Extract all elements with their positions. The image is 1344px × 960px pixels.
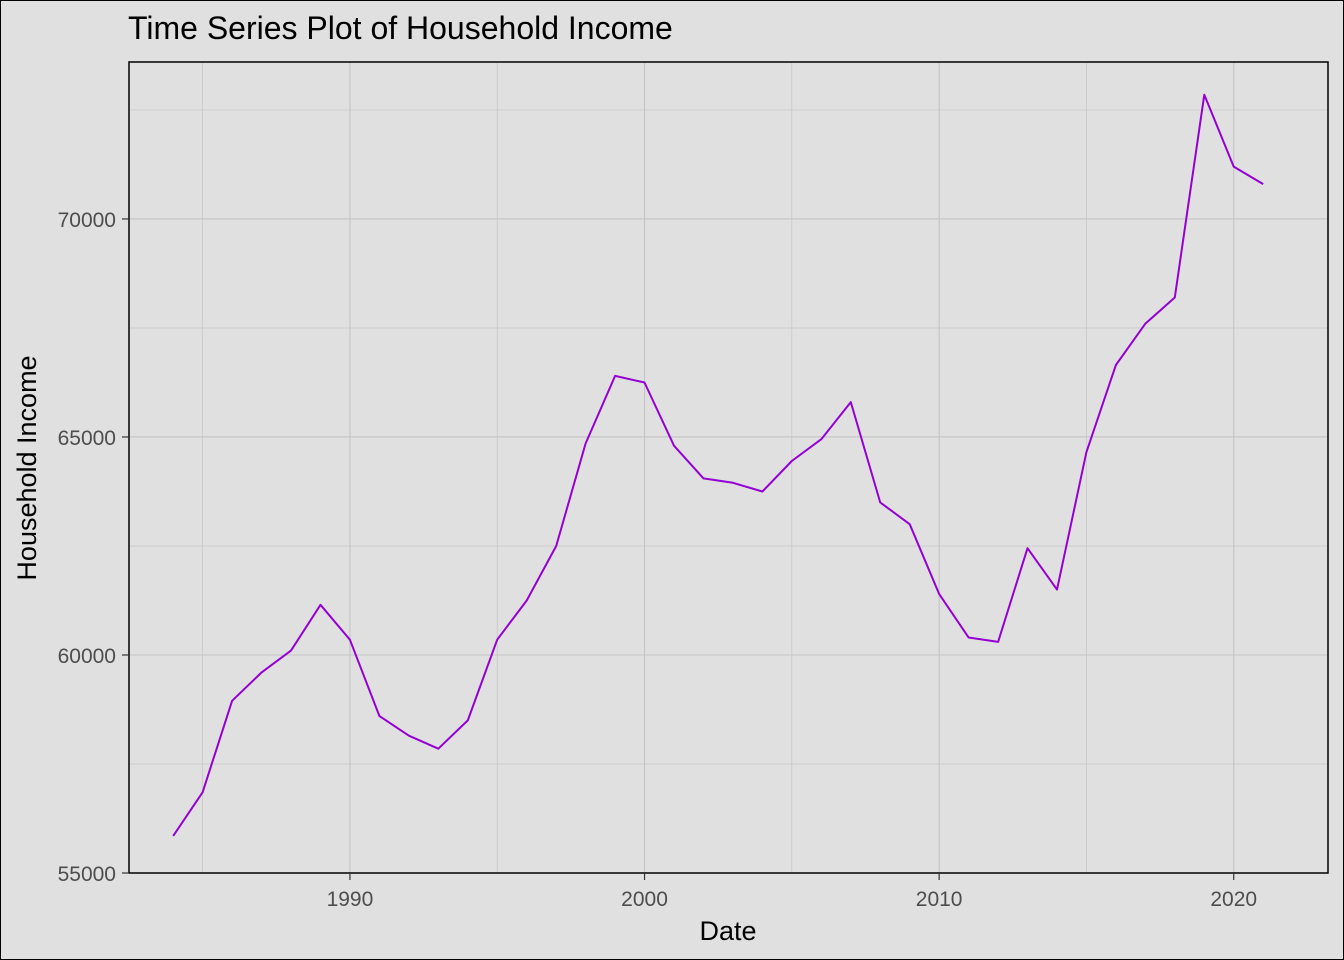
- y-tick-label: 65000: [58, 427, 116, 450]
- chart-title: Time Series Plot of Household Income: [128, 10, 673, 46]
- x-axis-label: Date: [699, 916, 756, 946]
- x-axis-ticks: 1990 2000 2010 2020: [327, 873, 1257, 911]
- x-tick-label: 1990: [327, 888, 374, 911]
- x-tick-label: 2010: [916, 888, 963, 911]
- series-line: [172, 93, 1264, 837]
- y-tick-label: 55000: [58, 863, 116, 886]
- grid-minor: [129, 62, 1328, 873]
- y-tick-label: 60000: [58, 645, 116, 668]
- y-axis-label: Household Income: [12, 355, 42, 580]
- x-tick-label: 2000: [621, 888, 668, 911]
- x-tick-label: 2020: [1210, 888, 1257, 911]
- plot-panel: [129, 62, 1328, 873]
- grid-major: [129, 62, 1328, 874]
- plot-border: [128, 61, 1329, 874]
- y-tick-label: 70000: [58, 209, 116, 232]
- y-axis-ticks: 55000 60000 65000 70000: [58, 209, 129, 886]
